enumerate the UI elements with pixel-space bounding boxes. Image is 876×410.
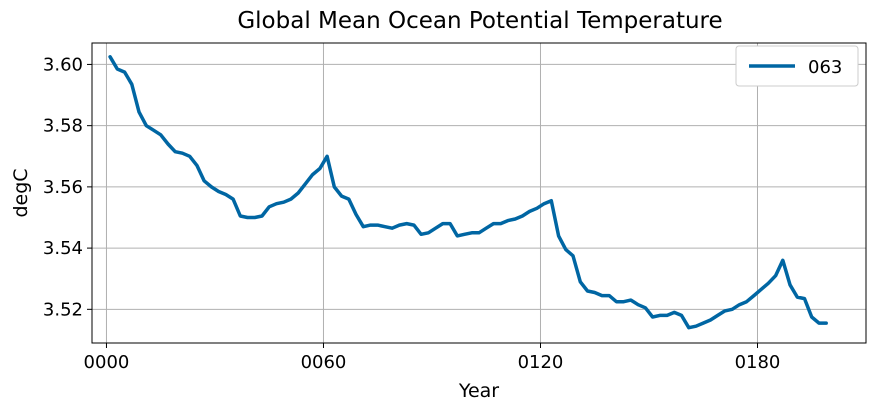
x-tick-label: 0060 <box>301 352 347 373</box>
x-tick-label: 0180 <box>735 352 781 373</box>
y-tick-label: 3.60 <box>43 54 83 75</box>
legend-box <box>735 45 859 87</box>
y-tick-label: 3.52 <box>43 299 83 320</box>
x-tick-label: 0120 <box>518 352 564 373</box>
chart-title: Global Mean Ocean Potential Temperature <box>237 8 722 34</box>
y-tick-label: 3.56 <box>43 177 83 198</box>
legend-label: 063 <box>808 57 842 78</box>
x-tick-label: 0000 <box>84 352 130 373</box>
series-line-063 <box>108 55 828 330</box>
y-axis: 3.52 3.54 3.56 3.58 3.60 <box>43 54 92 320</box>
plot-border <box>91 42 867 344</box>
y-tick-label: 3.54 <box>43 238 83 259</box>
series-layer <box>108 55 828 330</box>
x-axis-label: Year <box>458 380 499 402</box>
x-axis: 0000 0060 0120 0180 <box>84 343 781 373</box>
y-tick-label: 3.58 <box>43 116 83 137</box>
legend: 063 <box>735 45 859 87</box>
y-axis-label: degC <box>10 168 32 217</box>
